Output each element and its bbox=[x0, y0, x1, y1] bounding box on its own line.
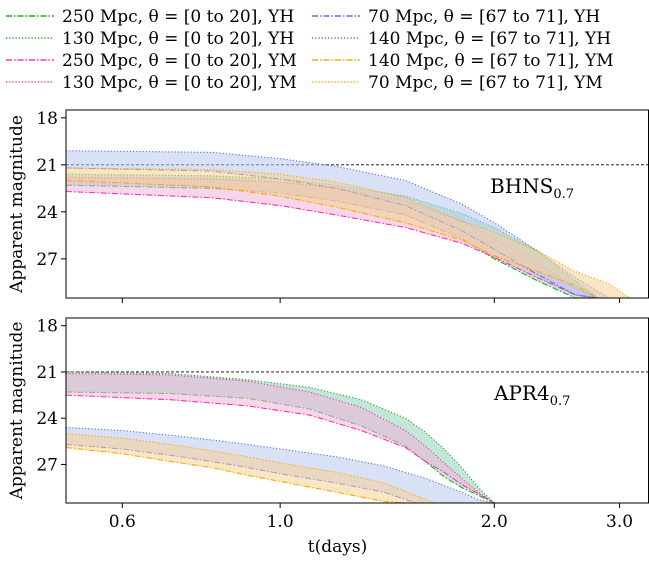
band-lower-line bbox=[66, 394, 495, 503]
band-upper-line bbox=[66, 433, 436, 503]
y-tick-label: 18 bbox=[36, 109, 58, 129]
x-tick-label: 3.0 bbox=[606, 512, 633, 532]
band-lower-line bbox=[66, 446, 406, 503]
x-axis-label: t(days) bbox=[308, 537, 367, 557]
band-fill bbox=[66, 433, 435, 503]
x-tick-label: 2.0 bbox=[481, 512, 508, 532]
plot-area bbox=[66, 371, 649, 503]
band-fill bbox=[66, 168, 630, 298]
band-lower-line bbox=[66, 190, 599, 298]
y-axis-label: Apparent magnitude bbox=[7, 115, 27, 294]
y-tick-label: 21 bbox=[36, 156, 58, 176]
x-tick-label: 1.0 bbox=[267, 512, 294, 532]
legend-label: 70 Mpc, θ = [67 to 71], YH bbox=[368, 7, 600, 27]
band-upper-line bbox=[66, 372, 495, 503]
y-axis-label: Apparent magnitude bbox=[7, 322, 27, 501]
y-tick-label: 18 bbox=[36, 317, 58, 337]
y-tick-label: 24 bbox=[36, 409, 58, 429]
legend-label: 250 Mpc, θ = [0 to 20], YM bbox=[62, 51, 297, 71]
band-lower-line bbox=[66, 179, 599, 298]
legend-label: 140 Mpc, θ = [67 to 71], YH bbox=[368, 29, 611, 49]
y-tick-label: 27 bbox=[36, 250, 58, 270]
y-tick-label: 21 bbox=[36, 363, 58, 383]
legend-label: 140 Mpc, θ = [67 to 71], YM bbox=[368, 51, 614, 71]
x-tick-label: 0.6 bbox=[109, 512, 136, 532]
band-fill bbox=[66, 373, 495, 503]
plot-area bbox=[66, 150, 649, 298]
band-upper-line bbox=[66, 371, 495, 503]
legend-label: 130 Mpc, θ = [0 to 20], YM bbox=[62, 73, 297, 93]
panel-1: 18 21 24 27 Apparent magnitude BHNS0.7 bbox=[7, 109, 649, 303]
band-upper-line bbox=[66, 150, 610, 298]
panel-2: 18 21 24 27 0.6 1.0 2.0 3.0 Apparent magnitude AP… bbox=[7, 317, 649, 532]
y-tick-label: 27 bbox=[36, 455, 58, 475]
band-upper-line bbox=[66, 426, 495, 503]
panel-annotation: BHNS0.7 bbox=[490, 174, 574, 202]
legend-label: 130 Mpc, θ = [0 to 20], YH bbox=[62, 29, 294, 49]
y-tick-label: 24 bbox=[36, 203, 58, 223]
legend-label: 70 Mpc, θ = [67 to 71], YM bbox=[368, 73, 603, 93]
legend-label: 250 Mpc, θ = [0 to 20], YH bbox=[62, 7, 294, 27]
panel-annotation: APR40.7 bbox=[493, 381, 570, 409]
